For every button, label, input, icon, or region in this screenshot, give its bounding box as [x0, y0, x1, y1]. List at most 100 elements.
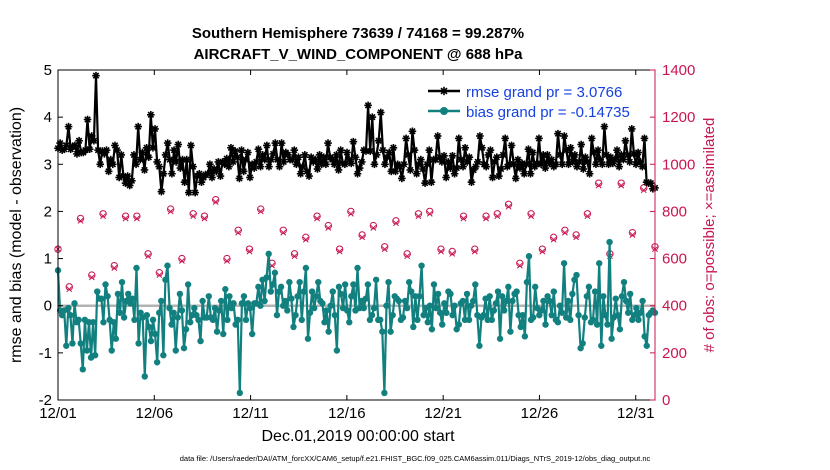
- rmse-point: [518, 159, 526, 168]
- bias-point: [333, 347, 341, 354]
- rmse-point: [376, 108, 385, 117]
- y2-tick-label: 1200: [662, 109, 695, 126]
- rmse-point: [216, 172, 225, 180]
- bias-point: [395, 297, 403, 305]
- bias-point: [240, 293, 248, 300]
- rmse-point: [611, 155, 619, 164]
- rmse-point: [269, 150, 277, 158]
- bias-point: [215, 307, 223, 314]
- rmse-point: [410, 146, 419, 154]
- bias-point: [145, 323, 153, 331]
- bias-point: [492, 300, 500, 307]
- bias-point: [321, 319, 328, 326]
- bias-point: [624, 309, 632, 316]
- bias-point: [579, 340, 586, 347]
- bias-point: [319, 300, 326, 307]
- obs-possible-point: [504, 200, 513, 209]
- bias-point: [271, 269, 279, 276]
- bias-point: [612, 295, 619, 302]
- bias-point: [234, 316, 241, 324]
- rmse-point: [130, 151, 138, 159]
- rmse-point: [298, 162, 307, 171]
- rmse-point: [96, 160, 104, 169]
- rmse-point: [64, 122, 73, 131]
- rmse-point: [258, 151, 267, 159]
- bias-point: [224, 316, 231, 324]
- rmse-point: [102, 146, 111, 154]
- bias-point: [368, 311, 376, 319]
- y-tick-label: 4: [44, 109, 52, 126]
- obs-possible-point: [245, 245, 254, 253]
- obs-possible-point: [257, 205, 265, 213]
- rmse-point: [109, 160, 117, 169]
- bias-point: [348, 293, 355, 300]
- bias-point: [329, 288, 336, 295]
- bias-point: [246, 304, 254, 312]
- rmse-point: [170, 146, 178, 154]
- rmse-point: [227, 143, 235, 152]
- bias-point: [120, 314, 128, 321]
- rmse-point: [155, 162, 164, 171]
- bias-point: [209, 316, 217, 324]
- rmse-point: [246, 173, 254, 182]
- bias-point: [383, 302, 390, 309]
- bias-point: [432, 304, 440, 312]
- bias-point: [174, 314, 182, 321]
- bias-point: [337, 290, 345, 298]
- bias-point: [284, 307, 291, 314]
- rmse-point: [492, 153, 501, 162]
- rmse-point: [368, 113, 377, 121]
- obs-assimilated-point: [629, 232, 636, 238]
- rmse-point: [174, 140, 183, 149]
- obs-assimilated-point: [212, 199, 219, 205]
- obs-assimilated-point: [336, 248, 343, 255]
- rmse-point: [292, 160, 301, 169]
- bias-point: [265, 250, 272, 258]
- bias-point: [269, 281, 277, 288]
- y-tick-label: 5: [44, 62, 52, 79]
- rmse-point: [473, 158, 482, 166]
- obs-assimilated-point: [426, 210, 433, 217]
- bias-point: [430, 281, 438, 288]
- axis-layer: 12/01 12/06 12/11 12/16 12/21 12/26 12/31 -2 -1 0…: [39, 62, 696, 422]
- rmse-point: [627, 125, 636, 133]
- y-tick-label: 0: [44, 298, 52, 315]
- rmse-point: [222, 154, 231, 163]
- bias-point: [112, 335, 120, 342]
- bias-point: [180, 344, 188, 352]
- bias-point: [286, 278, 293, 286]
- bias-point: [304, 335, 312, 342]
- rmse-point: [104, 167, 113, 176]
- bias-point: [463, 290, 471, 298]
- rmse-point: [583, 158, 592, 166]
- obs-assimilated-point: [595, 182, 602, 189]
- rmse-point: [370, 160, 379, 169]
- bias-point: [546, 297, 553, 305]
- bias-point: [509, 297, 516, 305]
- rmse-point: [587, 134, 596, 143]
- rmse-point: [191, 188, 199, 197]
- y-tick-label: 2: [44, 203, 52, 220]
- rmse-point: [509, 160, 518, 169]
- obs-possible-point: [549, 233, 558, 242]
- bias-point: [335, 283, 343, 291]
- obs-assimilated-point: [235, 229, 242, 236]
- obs-possible-point: [538, 245, 547, 253]
- bias-point: [94, 288, 101, 295]
- obs-assimilated-point: [302, 236, 309, 243]
- bias-point: [104, 293, 111, 300]
- bias-point: [197, 337, 204, 345]
- bias-point: [125, 290, 132, 298]
- x-tick-label: 12/16: [328, 405, 366, 422]
- rmse-point: [90, 136, 98, 145]
- legend-bias-marker: [440, 107, 448, 115]
- rmse-point: [85, 145, 94, 153]
- bias-point: [439, 321, 446, 328]
- bias-point: [267, 288, 274, 295]
- bias-point: [255, 283, 262, 291]
- rmse-point: [372, 151, 381, 159]
- rmse-point: [320, 153, 328, 162]
- rmse-point: [412, 169, 421, 178]
- rmse-point: [374, 136, 383, 145]
- obs-possible-point: [166, 205, 175, 213]
